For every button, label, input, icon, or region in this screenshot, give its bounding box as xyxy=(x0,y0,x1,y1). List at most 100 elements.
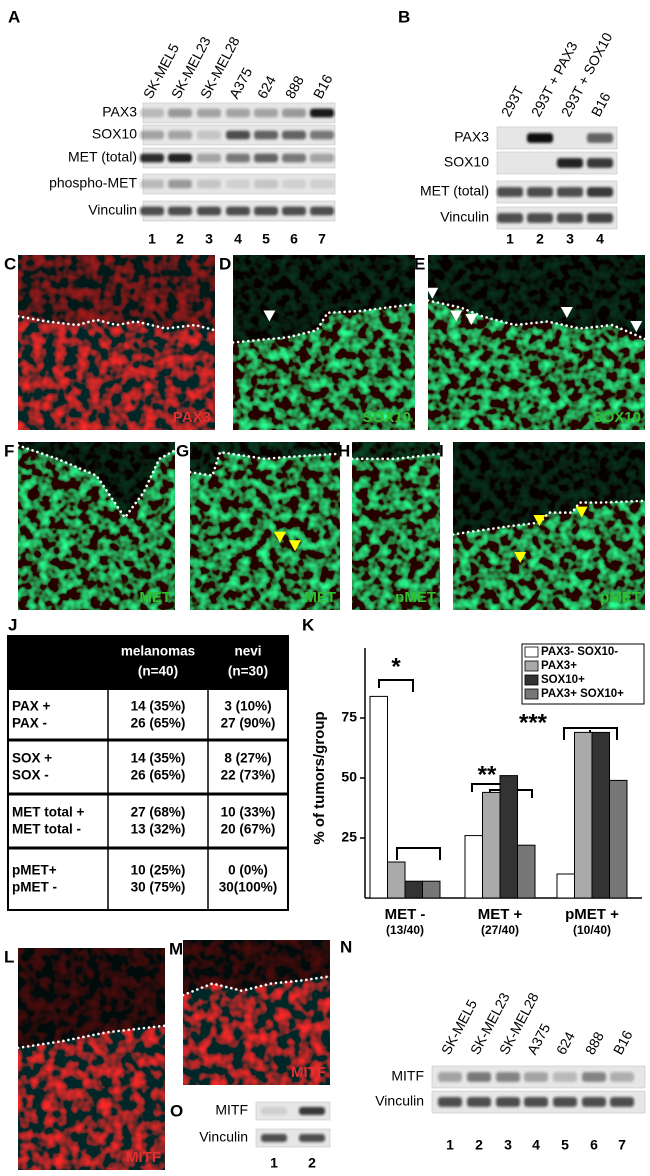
legend-label: PAX3- SOX10- xyxy=(541,646,618,658)
blot-lane-number: 4 xyxy=(596,231,604,247)
blot-row-label: Vinculin xyxy=(88,202,137,218)
blot-lane-number: 2 xyxy=(536,231,544,247)
blot-band xyxy=(254,108,278,118)
blot-lane-number: 7 xyxy=(618,1137,626,1153)
blot-band xyxy=(168,130,192,140)
arrowhead xyxy=(533,515,546,526)
blot-lane-number: 3 xyxy=(205,231,213,247)
micrograph-label: MITF xyxy=(126,1149,161,1166)
blot-band xyxy=(254,130,278,140)
micrograph-signal xyxy=(352,442,440,610)
blot-band xyxy=(610,1097,634,1107)
blot-band xyxy=(226,153,250,163)
bar xyxy=(387,861,406,899)
bracket xyxy=(378,679,414,692)
legend-swatch xyxy=(524,646,539,658)
blot-band xyxy=(587,158,613,168)
blot-band xyxy=(310,153,334,163)
micrograph-label: SOX10 xyxy=(593,409,641,426)
panel-letter: B xyxy=(398,7,410,26)
micrograph xyxy=(16,442,177,610)
blot-band xyxy=(524,1072,548,1082)
table-cell: SOX - xyxy=(12,768,49,783)
blot-band xyxy=(226,108,250,118)
blot-lane-number: 2 xyxy=(308,1155,316,1171)
blot-lane-label: A375 xyxy=(524,1021,554,1058)
dotted-boundary xyxy=(16,444,177,520)
micrograph xyxy=(231,255,417,430)
panel-letter: N xyxy=(340,937,352,956)
panel-letter: F xyxy=(4,441,14,460)
significance: * xyxy=(391,653,401,680)
table-cell: 30(100%) xyxy=(219,880,278,895)
bar xyxy=(464,835,483,899)
dotted-boundary xyxy=(16,1024,167,1050)
micrograph-label: MET xyxy=(139,589,171,606)
blot-row-label: SOX10 xyxy=(444,154,489,170)
blot-band xyxy=(497,187,523,197)
legend-label: PAX3+ SOX10+ xyxy=(541,688,624,700)
table-cell: 13 (32%) xyxy=(131,822,186,837)
blot-band xyxy=(168,108,192,118)
legend-swatch xyxy=(524,674,539,686)
micrograph-signal xyxy=(18,255,215,430)
blot-strip xyxy=(255,1101,331,1121)
legend-label: SOX10+ xyxy=(541,674,585,686)
blot-band xyxy=(553,1097,577,1107)
blot-lane-number: 4 xyxy=(532,1137,540,1153)
blot-band xyxy=(557,213,583,223)
blot-band xyxy=(254,179,278,189)
blot-band xyxy=(438,1072,462,1082)
table-header: (n=40) xyxy=(138,664,178,679)
blot-band xyxy=(527,213,553,223)
panel-letter: D xyxy=(219,254,231,273)
y-tick-label: 25 xyxy=(341,829,357,845)
arrowhead xyxy=(560,307,573,318)
blot-lane-number: 3 xyxy=(504,1137,512,1153)
blot-band xyxy=(438,1097,462,1107)
x-tick-note: (10/40) xyxy=(573,923,611,937)
bar xyxy=(574,731,593,899)
blot-row-label: PAX3 xyxy=(102,104,137,120)
arrowhead xyxy=(575,506,588,518)
bar xyxy=(517,844,536,899)
blot-lane-number: 5 xyxy=(262,231,270,247)
blot-lane-label: 293T xyxy=(498,83,527,119)
blot-band xyxy=(557,187,583,197)
blot-band xyxy=(299,1134,325,1142)
micrograph-label: pMET xyxy=(600,589,641,606)
blot-row-label: MET (total) xyxy=(420,183,489,199)
y-tick-label: 50 xyxy=(341,769,357,785)
blot-lane-label: A375 xyxy=(226,65,256,102)
bar xyxy=(609,779,628,899)
dotted-boundary xyxy=(231,302,417,344)
epidermis-shade xyxy=(428,255,645,339)
blot-band xyxy=(197,130,221,140)
blot-band xyxy=(197,206,221,216)
bracket xyxy=(396,847,441,860)
bar xyxy=(556,873,575,899)
blot-lane-label: B16 xyxy=(610,1027,636,1057)
blot-band xyxy=(496,1072,520,1082)
blot-band xyxy=(282,108,306,118)
panel-letter: G xyxy=(176,441,189,460)
blot-lane-number: 6 xyxy=(290,231,298,247)
arrowhead xyxy=(514,551,527,563)
blot-row-label: MITF xyxy=(391,1068,424,1084)
epidermis-shade xyxy=(352,442,440,459)
bar xyxy=(422,880,441,899)
table-header: nevi xyxy=(234,644,261,659)
table-cell: pMET - xyxy=(12,880,57,895)
epidermis-shade xyxy=(233,255,415,343)
blot-band xyxy=(282,153,306,163)
panel-letter: O xyxy=(170,1101,183,1120)
table-cell: 27 (90%) xyxy=(221,716,276,731)
table-cell: 10 (25%) xyxy=(131,863,186,878)
x-tick-label: MET + xyxy=(478,906,523,923)
micrograph-signal xyxy=(190,442,340,610)
blot-band xyxy=(310,206,334,216)
micrograph xyxy=(188,442,342,610)
panel-letter: L xyxy=(4,947,14,966)
blot-band xyxy=(282,206,306,216)
bar xyxy=(499,775,518,899)
